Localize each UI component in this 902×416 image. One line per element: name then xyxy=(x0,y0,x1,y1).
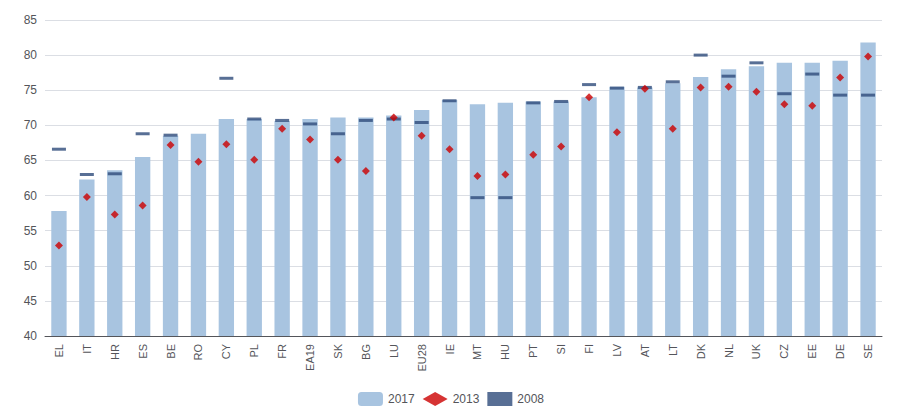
svg-text:CY: CY xyxy=(220,343,232,359)
svg-text:40: 40 xyxy=(24,329,38,343)
svg-text:45: 45 xyxy=(24,294,38,308)
svg-text:55: 55 xyxy=(24,224,38,238)
svg-text:65: 65 xyxy=(24,153,38,167)
svg-text:85: 85 xyxy=(24,13,38,27)
svg-text:HR: HR xyxy=(109,344,121,360)
svg-text:MT: MT xyxy=(471,344,483,360)
svg-text:PL: PL xyxy=(248,344,260,357)
svg-text:CZ: CZ xyxy=(778,344,790,359)
svg-text:ES: ES xyxy=(137,344,149,359)
svg-text:EE: EE xyxy=(806,344,818,359)
svg-text:2008: 2008 xyxy=(517,392,544,406)
svg-text:UK: UK xyxy=(750,343,762,359)
svg-text:AT: AT xyxy=(639,344,651,358)
svg-text:FR: FR xyxy=(276,344,288,359)
svg-text:SI: SI xyxy=(555,344,567,354)
svg-text:DE: DE xyxy=(834,344,846,359)
svg-text:BE: BE xyxy=(165,344,177,359)
svg-text:FI: FI xyxy=(583,344,595,354)
svg-text:NL: NL xyxy=(723,344,735,358)
svg-text:80: 80 xyxy=(24,48,38,62)
svg-text:2013: 2013 xyxy=(453,392,480,406)
svg-text:BG: BG xyxy=(360,344,372,360)
svg-text:IE: IE xyxy=(444,344,456,354)
svg-text:RO: RO xyxy=(192,344,204,361)
svg-text:70: 70 xyxy=(24,118,38,132)
svg-text:EU28: EU28 xyxy=(416,344,428,372)
svg-text:LU: LU xyxy=(388,344,400,358)
svg-text:SK: SK xyxy=(332,343,344,358)
svg-text:LT: LT xyxy=(667,344,679,356)
svg-text:60: 60 xyxy=(24,189,38,203)
svg-text:DK: DK xyxy=(695,343,707,359)
svg-text:PT: PT xyxy=(527,344,539,358)
svg-text:IT: IT xyxy=(81,344,93,354)
svg-text:EA19: EA19 xyxy=(304,344,316,371)
svg-text:HU: HU xyxy=(499,344,511,360)
svg-text:75: 75 xyxy=(24,83,38,97)
svg-text:LV: LV xyxy=(611,343,623,356)
svg-text:EL: EL xyxy=(53,344,65,357)
svg-text:2017: 2017 xyxy=(388,392,415,406)
svg-text:50: 50 xyxy=(24,259,38,273)
svg-text:SE: SE xyxy=(862,344,874,359)
